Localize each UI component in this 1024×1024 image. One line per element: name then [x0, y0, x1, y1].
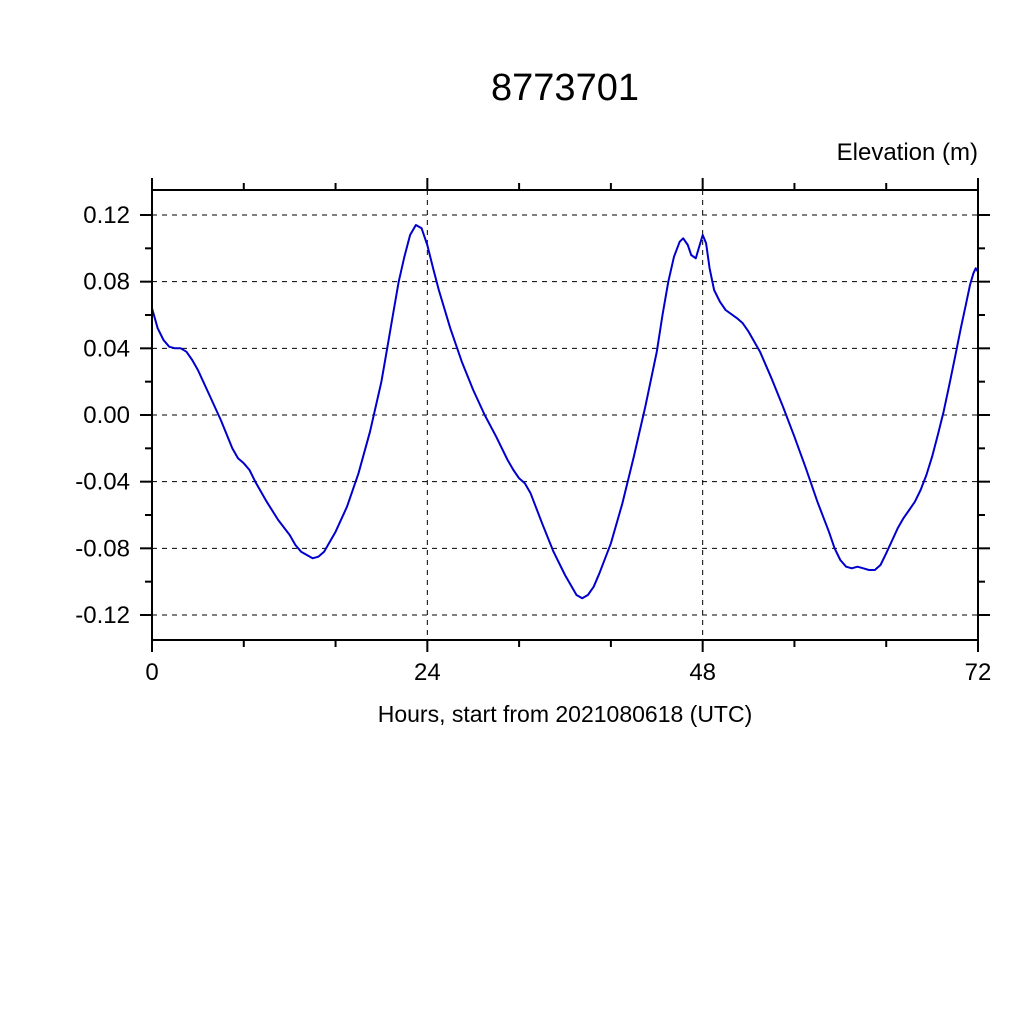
y-tick-label: 0.00	[83, 402, 130, 429]
chart-title: 8773701	[491, 67, 639, 109]
x-tick-label: 48	[689, 659, 716, 686]
gridlines	[152, 190, 978, 640]
y-axis-label: Elevation (m)	[837, 139, 978, 166]
y-tick-label: -0.04	[75, 469, 130, 496]
x-tick-label: 24	[414, 659, 441, 686]
y-tick-label: -0.12	[75, 602, 130, 629]
axis-ticks	[140, 178, 990, 652]
plot-box	[151, 189, 979, 641]
y-tick-label: -0.08	[75, 535, 130, 562]
y-tick-label: 0.08	[83, 269, 130, 296]
y-tick-label: 0.04	[83, 335, 130, 362]
y-tick-label: 0.12	[83, 202, 130, 229]
x-axis-label: Hours, start from 2021080618 (UTC)	[378, 701, 753, 727]
data-line	[151, 224, 979, 600]
plot-area: -0.12 -0.08 -0.04 0.00 0.04 0.08 0.12 0 24 48 72	[75, 178, 991, 686]
x-tick-label: 0	[145, 659, 158, 686]
x-tick-label: 72	[965, 659, 992, 686]
tick-labels: -0.12 -0.08 -0.04 0.00 0.04 0.08 0.12 0 24 48 72	[75, 202, 991, 686]
